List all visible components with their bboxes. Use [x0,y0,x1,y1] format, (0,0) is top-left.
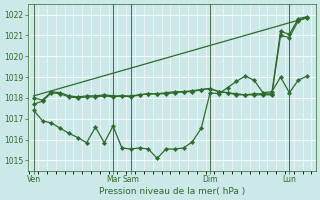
X-axis label: Pression niveau de la mer( hPa ): Pression niveau de la mer( hPa ) [99,187,245,196]
